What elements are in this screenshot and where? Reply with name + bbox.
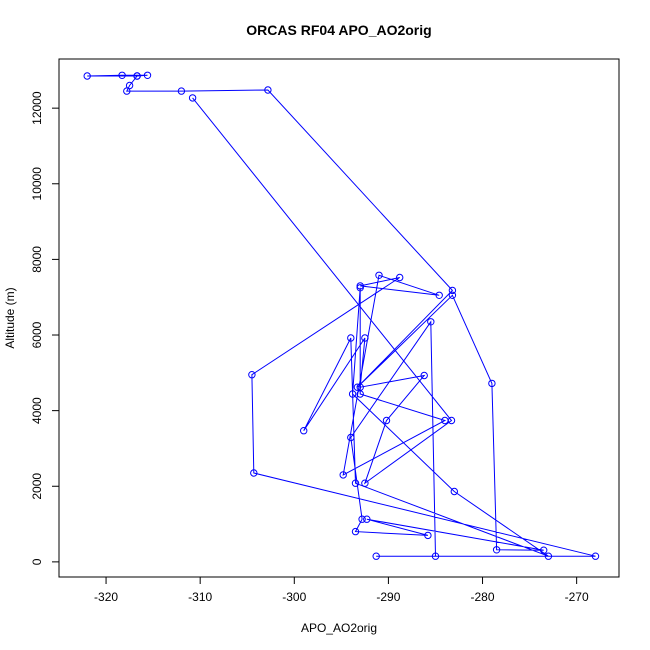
data-point (435, 291, 443, 299)
data-point (118, 71, 126, 80)
data-point (177, 87, 186, 95)
x-axis: -320 -310 -300 -290 -280 -270 (94, 576, 589, 604)
data-point (347, 433, 355, 442)
data-point (83, 72, 91, 80)
data-point (382, 416, 391, 425)
data-point (143, 71, 152, 80)
chart-title: ORCAS RF04 APO_AO2orig (246, 22, 431, 38)
data-point (591, 552, 600, 560)
x-tick-label: -290 (376, 590, 400, 604)
data-point (540, 546, 548, 554)
data-point (447, 416, 456, 425)
y-tick-label: 10000 (30, 167, 44, 201)
y-axis: 0 2000 4000 6000 8000 10000 12000 (30, 91, 60, 565)
data-point (356, 282, 364, 290)
data-point (420, 371, 428, 380)
data-point (450, 487, 458, 496)
x-tick-label: -310 (188, 590, 212, 604)
x-tick-label: -300 (282, 590, 306, 604)
data-point (431, 552, 440, 560)
data-point (448, 286, 457, 295)
series-layer (83, 71, 600, 560)
y-tick-label: 2000 (30, 473, 44, 500)
data-point (351, 527, 360, 536)
data-point (488, 379, 496, 388)
x-axis-label: APO_AO2orig (301, 621, 377, 635)
data-point (356, 383, 364, 391)
data-point (339, 471, 347, 479)
data-point (375, 271, 383, 279)
data-point (133, 72, 141, 80)
data-point (427, 318, 435, 326)
data-point (264, 86, 272, 94)
data-point (188, 94, 197, 102)
data-point (544, 552, 553, 560)
y-tick-label: 8000 (30, 246, 44, 273)
data-point (424, 531, 432, 540)
y-tick-label: 6000 (30, 321, 44, 348)
data-point (248, 371, 256, 379)
data-point (353, 383, 362, 391)
y-axis-label: Altitude (m) (3, 287, 17, 348)
y-tick-label: 12000 (30, 91, 44, 125)
data-point (250, 469, 258, 477)
data-point (492, 546, 501, 554)
data-point (358, 515, 366, 523)
y-tick-label: 0 (30, 558, 44, 565)
data-point (123, 87, 131, 95)
data-point (300, 427, 308, 435)
data-point (347, 334, 355, 342)
x-tick-label: -270 (565, 590, 589, 604)
data-point (396, 273, 404, 282)
data-point (348, 390, 357, 398)
data-point (351, 479, 360, 487)
y-tick-label: 4000 (30, 397, 44, 424)
data-point (356, 284, 364, 292)
data-point (363, 515, 371, 523)
data-point (361, 334, 369, 342)
data-point (372, 552, 380, 560)
x-tick-label: -320 (94, 590, 118, 604)
data-point (448, 291, 457, 299)
data-point (361, 479, 369, 487)
series-line (87, 74, 596, 557)
x-tick-label: -280 (471, 590, 495, 604)
